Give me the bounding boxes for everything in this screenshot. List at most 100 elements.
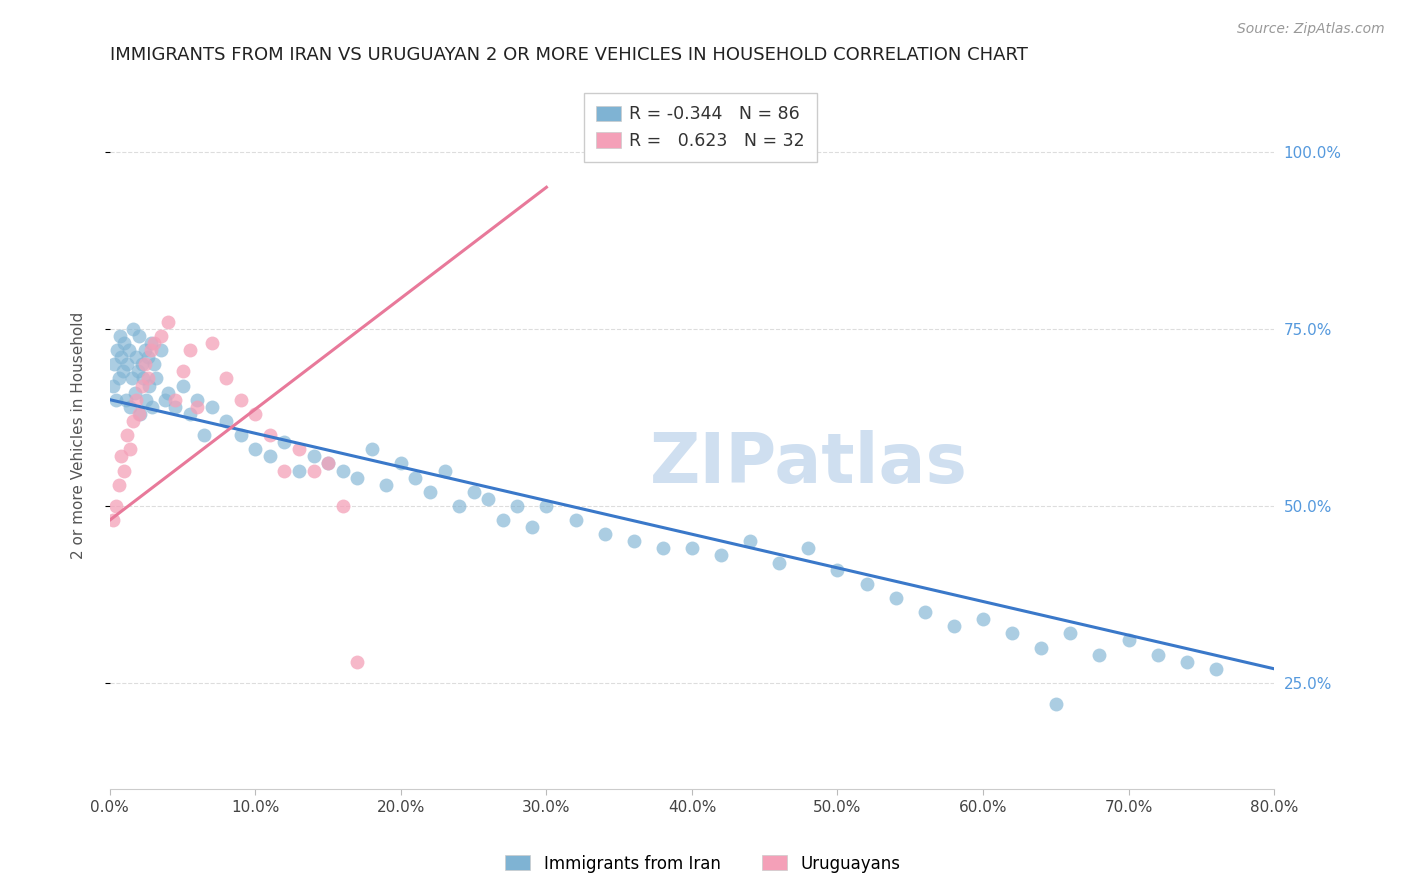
Point — [149, 329, 172, 343]
Point — [245, 442, 267, 457]
Point — [827, 563, 849, 577]
Point — [136, 371, 159, 385]
Point — [135, 392, 157, 407]
Point — [139, 343, 162, 358]
Point — [122, 322, 145, 336]
Point — [259, 450, 281, 464]
Point — [134, 343, 156, 358]
Y-axis label: 2 or more Vehicles in Household: 2 or more Vehicles in Household — [72, 311, 86, 558]
Point — [104, 499, 127, 513]
Point — [215, 414, 238, 428]
Point — [288, 442, 311, 457]
Point — [149, 343, 172, 358]
Text: Source: ZipAtlas.com: Source: ZipAtlas.com — [1237, 22, 1385, 37]
Point — [506, 499, 529, 513]
Point — [855, 576, 877, 591]
Point — [101, 513, 124, 527]
Point — [492, 513, 515, 527]
Point — [332, 499, 354, 513]
Point — [1001, 626, 1024, 640]
Point — [564, 513, 586, 527]
Legend: Immigrants from Iran, Uruguayans: Immigrants from Iran, Uruguayans — [499, 848, 907, 880]
Point — [131, 378, 153, 392]
Point — [165, 392, 187, 407]
Point — [111, 364, 134, 378]
Point — [245, 407, 267, 421]
Point — [136, 350, 159, 364]
Point — [132, 371, 155, 385]
Point — [433, 463, 456, 477]
Point — [1059, 626, 1081, 640]
Point — [105, 343, 128, 358]
Point — [110, 350, 132, 364]
Point — [972, 612, 994, 626]
Point — [128, 329, 150, 343]
Point — [179, 343, 201, 358]
Point — [128, 407, 150, 421]
Point — [139, 336, 162, 351]
Point — [593, 527, 616, 541]
Point — [110, 450, 132, 464]
Point — [142, 336, 165, 351]
Point — [134, 357, 156, 371]
Point — [797, 541, 820, 556]
Point — [536, 499, 558, 513]
Point — [201, 336, 224, 351]
Point — [404, 470, 426, 484]
Point — [302, 463, 325, 477]
Point — [125, 350, 148, 364]
Point — [316, 457, 339, 471]
Point — [101, 378, 124, 392]
Point — [127, 364, 149, 378]
Point — [112, 336, 135, 351]
Point — [120, 400, 142, 414]
Point — [1205, 662, 1227, 676]
Point — [463, 484, 485, 499]
Point — [122, 414, 145, 428]
Point — [103, 357, 125, 371]
Legend: R = -0.344   N = 86, R =   0.623   N = 32: R = -0.344 N = 86, R = 0.623 N = 32 — [585, 94, 817, 162]
Point — [229, 392, 252, 407]
Point — [884, 591, 907, 605]
Point — [1031, 640, 1053, 655]
Point — [360, 442, 382, 457]
Point — [288, 463, 311, 477]
Point — [117, 428, 139, 442]
Point — [129, 407, 152, 421]
Point — [172, 378, 194, 392]
Point — [186, 392, 208, 407]
Point — [115, 392, 138, 407]
Point — [145, 371, 167, 385]
Point — [302, 450, 325, 464]
Point — [520, 520, 543, 534]
Point — [107, 477, 129, 491]
Point — [108, 329, 131, 343]
Point — [651, 541, 673, 556]
Point — [259, 428, 281, 442]
Point — [193, 428, 215, 442]
Point — [346, 655, 368, 669]
Point — [172, 364, 194, 378]
Point — [768, 556, 790, 570]
Point — [419, 484, 441, 499]
Point — [389, 457, 412, 471]
Point — [118, 343, 141, 358]
Point — [124, 385, 146, 400]
Point — [179, 407, 201, 421]
Point — [201, 400, 224, 414]
Point — [142, 357, 165, 371]
Point — [942, 619, 965, 633]
Point — [112, 463, 135, 477]
Point — [375, 477, 398, 491]
Point — [117, 357, 139, 371]
Point — [131, 357, 153, 371]
Point — [914, 605, 936, 619]
Point — [153, 392, 176, 407]
Point — [165, 400, 187, 414]
Point — [346, 470, 368, 484]
Point — [120, 442, 142, 457]
Point — [623, 534, 645, 549]
Point — [1146, 648, 1168, 662]
Point — [121, 371, 143, 385]
Point — [1088, 648, 1111, 662]
